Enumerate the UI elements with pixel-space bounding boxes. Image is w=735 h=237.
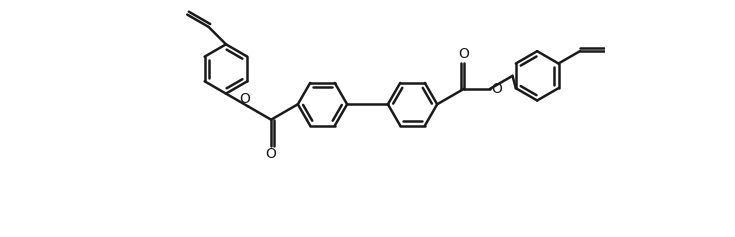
Text: O: O [491, 82, 502, 96]
Text: O: O [459, 47, 470, 61]
Text: O: O [240, 92, 250, 106]
Text: O: O [265, 147, 276, 161]
